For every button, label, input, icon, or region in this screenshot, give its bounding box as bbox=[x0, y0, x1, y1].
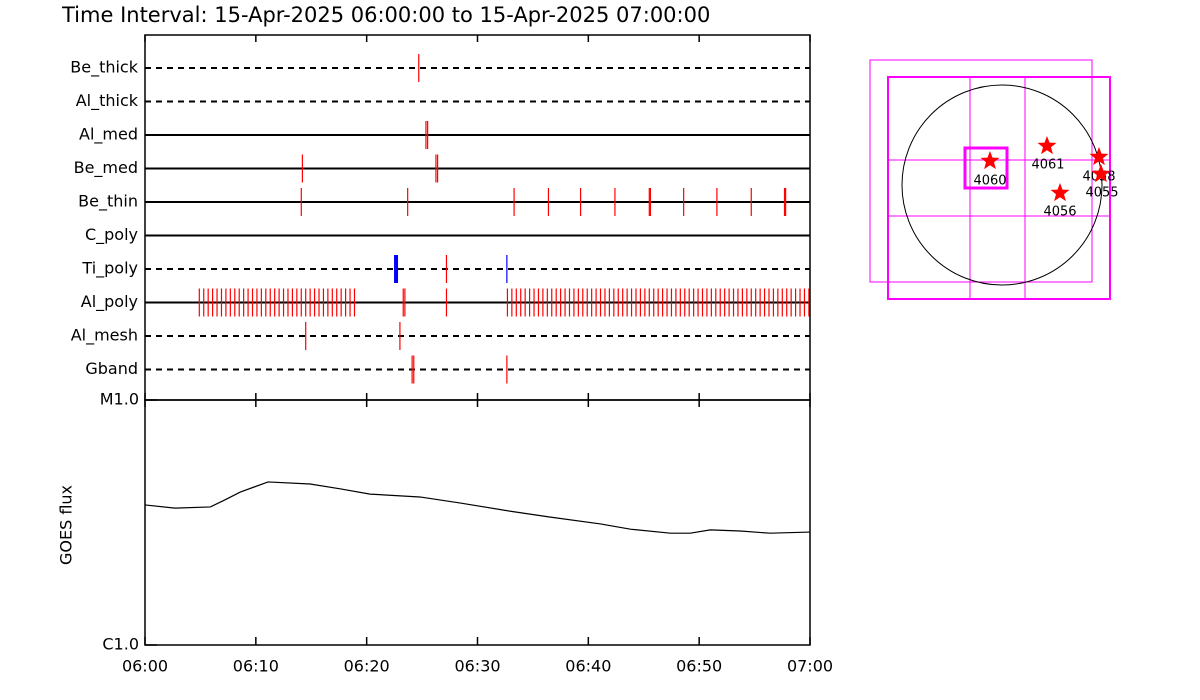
y-tick-label: M1.0 bbox=[100, 390, 139, 409]
row-label: C_poly bbox=[85, 225, 138, 245]
region-label: 4055 bbox=[1085, 186, 1118, 201]
x-tick-label: 06:50 bbox=[676, 657, 722, 676]
x-tick-label: 06:40 bbox=[565, 657, 611, 676]
map-frames bbox=[869, 59, 1111, 300]
row-label: Al_thick bbox=[76, 91, 139, 111]
x-tick-label: 07:00 bbox=[787, 657, 833, 676]
x-tick-label: 06:00 bbox=[122, 657, 168, 676]
region-star bbox=[1089, 147, 1109, 166]
region-star bbox=[1037, 136, 1057, 155]
region-label: 4056 bbox=[1043, 205, 1076, 220]
goes-frame bbox=[144, 399, 811, 646]
row-label: Be_med bbox=[74, 158, 138, 178]
chart-title: Time Interval: 15-Apr-2025 06:00:00 to 1… bbox=[61, 3, 710, 27]
y-tick-label: C1.0 bbox=[102, 635, 139, 654]
x-tick-label: 06:20 bbox=[344, 657, 390, 676]
x-tick-label: 06:10 bbox=[233, 657, 279, 676]
region-star bbox=[1050, 183, 1070, 202]
region-label: 4061 bbox=[1031, 158, 1064, 173]
row-label: Al_mesh bbox=[71, 326, 138, 346]
goes-curve bbox=[144, 481, 811, 534]
row-label: Al_med bbox=[79, 125, 138, 145]
y-axis-label: GOES flux bbox=[57, 485, 76, 565]
row-label: Be_thin bbox=[78, 192, 138, 212]
timeline-frame bbox=[144, 34, 811, 401]
region-label: 4060 bbox=[973, 174, 1006, 189]
region-star bbox=[1091, 164, 1111, 183]
region-star bbox=[980, 151, 1000, 170]
row-label: Be_thick bbox=[70, 58, 138, 78]
solar-limb bbox=[901, 84, 1103, 286]
row-label: Al_poly bbox=[81, 292, 138, 312]
row-label: Ti_poly bbox=[81, 259, 138, 279]
x-tick-label: 06:30 bbox=[454, 657, 500, 676]
row-label: Gband bbox=[85, 359, 138, 378]
